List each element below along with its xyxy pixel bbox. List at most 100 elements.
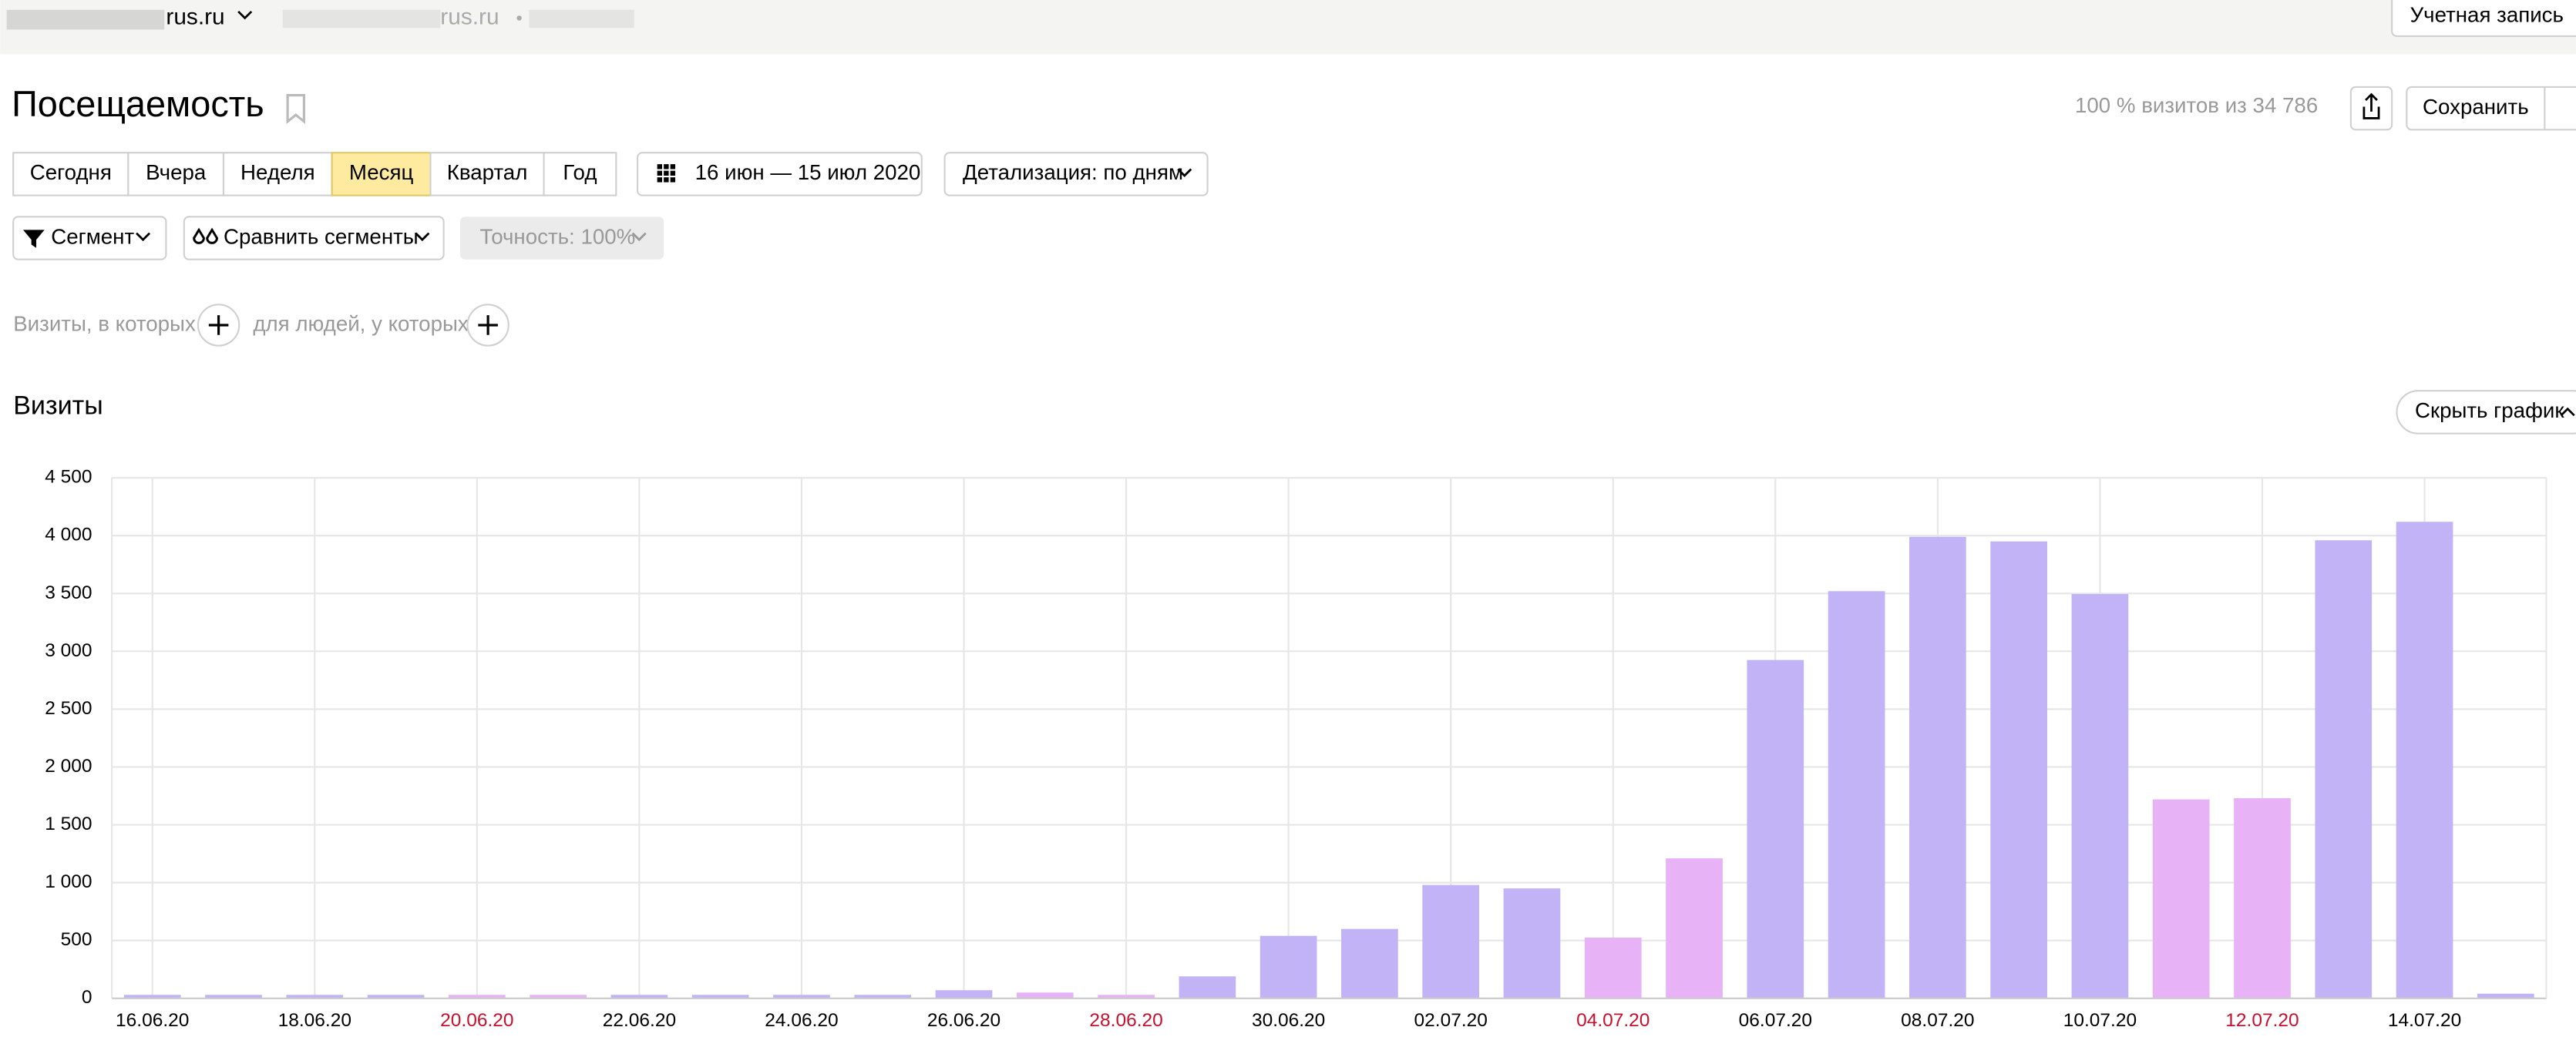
bar [123, 995, 181, 999]
save-button[interactable] [2406, 86, 2576, 131]
x-tick-label: 18.06.20 [278, 1010, 351, 1031]
x-tick-label: 02.07.20 [1414, 1010, 1488, 1031]
bar [691, 995, 749, 999]
period-button[interactable] [429, 152, 545, 196]
drops-icon [193, 227, 218, 244]
bar [1990, 541, 2048, 999]
blurred-text [529, 9, 634, 29]
share-icon [2362, 92, 2380, 119]
x-tick-label: 10.07.20 [2063, 1010, 2137, 1031]
bar [2396, 522, 2453, 999]
period-button[interactable] [127, 152, 225, 196]
accuracy-button[interactable] [459, 216, 664, 260]
bar [610, 995, 668, 999]
site-name[interactable]: rus.ru [166, 4, 224, 29]
bar [2234, 798, 2291, 999]
bar [2315, 540, 2373, 999]
y-tick-label: 1 000 [45, 871, 92, 892]
date-range-button[interactable] [636, 152, 923, 196]
calendar-icon [657, 164, 676, 183]
bar [1584, 937, 1642, 999]
bar [2152, 799, 2210, 999]
x-tick-label: 12.07.20 [2225, 1010, 2299, 1031]
bar [773, 995, 830, 999]
chart: 0 500 1 000 1 500 2 000 2 500 3 000 3 500 4 000 4… [45, 467, 2547, 1031]
period-label: Год [563, 160, 597, 184]
x-tick-label: 30.06.20 [1252, 1010, 1325, 1031]
segment-label: Сегмент [51, 224, 134, 248]
period-label: Квартал [447, 160, 528, 184]
bar [1828, 591, 1885, 999]
y-tick-label: 0 [82, 987, 92, 1008]
filter-icon [22, 230, 45, 248]
x-tick-label: 08.07.20 [1901, 1010, 1974, 1031]
x-tick-label: 20.06.20 [440, 1010, 513, 1031]
bar [367, 995, 425, 999]
period-button[interactable] [12, 152, 129, 196]
compare-label: Сравнить сегменты [224, 224, 419, 248]
period-group: Сегодня Вчера Неделя Месяц Квартал Год [12, 152, 617, 196]
separator [516, 15, 522, 21]
y-tick-label: 1 500 [45, 814, 92, 834]
account-button[interactable] [2391, 0, 2576, 37]
bar [2477, 993, 2534, 999]
bar [205, 995, 262, 999]
bar [448, 995, 506, 999]
chevron [415, 232, 430, 242]
y-tick-label: 3 000 [45, 640, 92, 661]
filter-visits: Визиты, в которых [13, 311, 196, 335]
period-button[interactable] [543, 152, 617, 196]
y-tick-label: 2 000 [45, 756, 92, 777]
y-tick-label: 3 500 [45, 582, 92, 603]
x-tick-label: 14.07.20 [2388, 1010, 2461, 1031]
bar [2071, 594, 2129, 999]
bar [1259, 935, 1317, 999]
save-label: Сохранить [2423, 95, 2529, 119]
chart-title: Визиты [13, 391, 103, 421]
chevron [631, 232, 647, 242]
x-tick-label: 16.06.20 [116, 1010, 189, 1031]
plus-icon [208, 315, 229, 335]
blurred-text [6, 9, 165, 30]
x-tick-label: 24.06.20 [765, 1010, 838, 1031]
bar [1341, 928, 1398, 999]
bar [1422, 884, 1480, 999]
visits-summary: 100 % визитов из 34 786 [2075, 93, 2318, 117]
y-tick-label: 4 000 [45, 525, 92, 545]
bar [1098, 995, 1155, 999]
date-range: 16 июн — 15 июл 2020 [695, 160, 921, 184]
accuracy-label: Точность: 100% [479, 224, 635, 248]
x-tick-label: 22.06.20 [603, 1010, 676, 1031]
chevron [136, 232, 151, 242]
bar [286, 995, 344, 999]
detail-label: Детализация: по дням [963, 160, 1183, 184]
period-label: Вчера [146, 160, 207, 184]
bookmark-icon[interactable] [286, 94, 306, 125]
filter-people: для людей, у которых [253, 311, 469, 335]
hide-chart-button[interactable] [2396, 390, 2576, 435]
bar [1503, 888, 1561, 999]
hide-chart-label: Скрыть график [2415, 398, 2564, 422]
period-label: Сегодня [30, 160, 112, 184]
y-tick-label: 2 500 [45, 698, 92, 719]
segment-button[interactable] [12, 216, 167, 260]
chevron [1177, 168, 1192, 177]
x-tick-label: 26.06.20 [927, 1010, 1000, 1031]
period-button[interactable] [222, 152, 333, 196]
x-tick-label: 04.07.20 [1576, 1010, 1650, 1031]
bar [530, 995, 587, 999]
period-label: Месяц [349, 160, 414, 184]
bar [1016, 992, 1074, 999]
bar [935, 990, 993, 999]
site-name-2[interactable]: rus.ru [440, 4, 499, 29]
bar [1747, 660, 1804, 999]
report-title: Посещаемость [12, 84, 264, 124]
compare-button[interactable] [183, 216, 445, 260]
bar [854, 995, 912, 999]
x-tick-label: 06.07.20 [1739, 1010, 1812, 1031]
x-tick-label: 28.06.20 [1089, 1010, 1162, 1031]
y-tick-label: 500 [61, 929, 92, 950]
detail-button[interactable] [943, 152, 1209, 196]
